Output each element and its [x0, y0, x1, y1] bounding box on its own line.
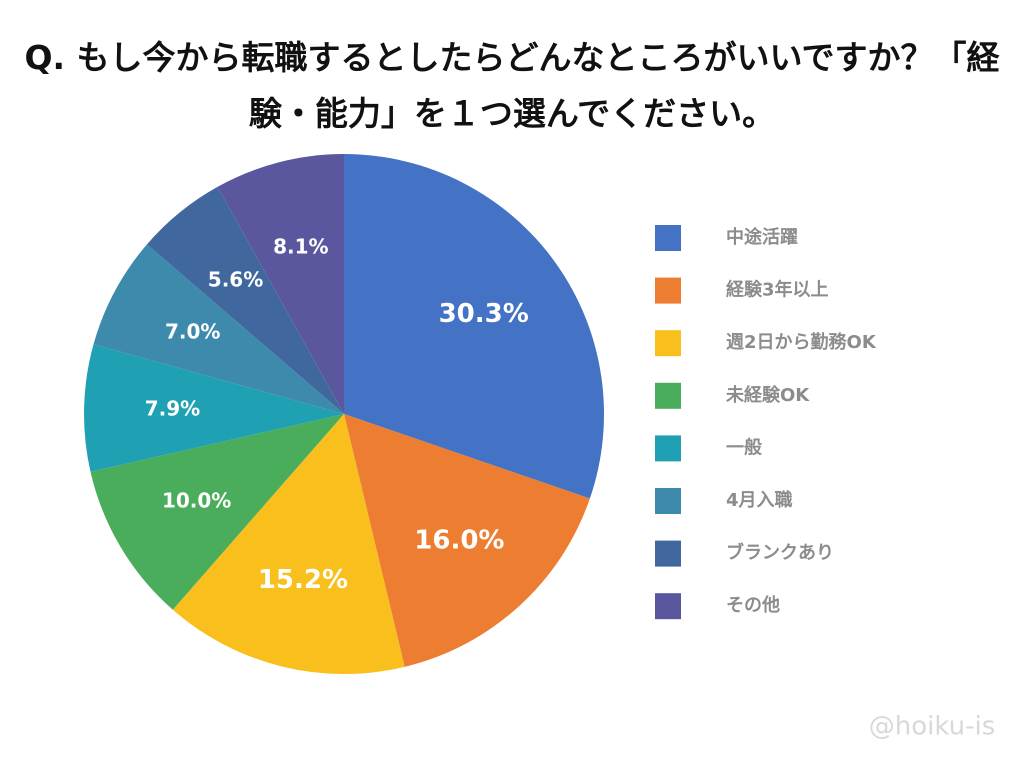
legend-label: 中途活躍: [726, 226, 798, 248]
legend-label: 経験3年以上: [726, 279, 829, 301]
legend-label: ブランクあり: [726, 542, 834, 564]
data-label: 7.9%: [145, 396, 200, 420]
legend-swatch: [655, 435, 681, 462]
legend-label: 一般: [726, 436, 762, 458]
data-label: 5.6%: [208, 268, 263, 292]
pie-slice: [146, 186, 344, 414]
legend-swatch: [655, 277, 681, 304]
pie-slice: [90, 414, 345, 610]
chart-title: Q. もし今から転職するとしたらどんなところがいいですか？「経験・能力」を１つ選…: [24, 38, 1000, 133]
legend-label: 4月入職: [726, 489, 793, 511]
legend-label: 未経験OK: [726, 384, 810, 406]
watermark: @hoiku-is: [869, 712, 996, 742]
legend-swatch: [655, 540, 681, 567]
pie-slice: [84, 344, 344, 472]
data-label: 15.2%: [258, 565, 348, 595]
legend-swatch: [655, 382, 681, 409]
legend-swatch: [655, 488, 681, 514]
pie-slice: [344, 414, 590, 667]
legend-label: 週2日から勤務OK: [726, 331, 877, 353]
legend-label: その他: [726, 594, 780, 616]
legend-swatch: [655, 593, 681, 620]
data-label: 30.3%: [439, 299, 529, 329]
data-label: 10.0%: [162, 488, 231, 512]
pie-slice: [93, 244, 345, 414]
legend-swatch: [655, 225, 681, 251]
pie-slice: [344, 154, 605, 499]
data-label: 16.0%: [414, 526, 504, 556]
data-label: 8.1%: [273, 234, 328, 258]
data-label: 7.0%: [165, 320, 220, 344]
pie-slice: [172, 414, 405, 675]
legend-swatch: [655, 330, 681, 357]
pie-slice: [217, 154, 344, 414]
